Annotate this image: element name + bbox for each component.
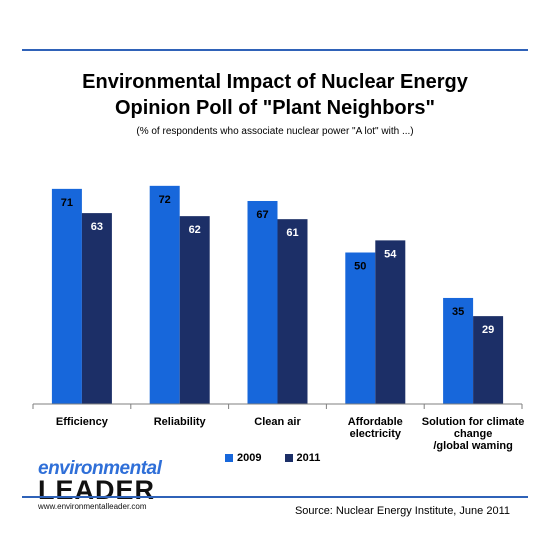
data-label-2009-1: 72 (159, 194, 171, 206)
bar-2009-1 (149, 185, 180, 404)
bar-2009-2 (247, 200, 278, 404)
legend-item-2011: 2011 (284, 452, 321, 464)
bar-2011-1 (179, 216, 210, 404)
category-label-1-0: Reliability (154, 416, 207, 428)
bar-2011-3 (375, 240, 406, 404)
data-label-2009-4: 35 (452, 306, 464, 318)
category-label-3-1: electricity (350, 428, 402, 440)
category-label-4-2: /global waming (433, 440, 512, 452)
legend-swatch-2009 (225, 454, 233, 462)
bar-2009-4 (443, 297, 474, 404)
data-label-2011-4: 29 (482, 324, 494, 336)
data-label-2011-2: 61 (286, 227, 298, 239)
legend-label-2011: 2011 (296, 452, 321, 464)
data-label-2011-0: 63 (91, 221, 103, 233)
logo-word-environmental: environmental (38, 458, 162, 479)
logo-url: www.environmentalleader.com (38, 502, 147, 511)
bar-2011-4 (473, 316, 504, 404)
bottom-rule (22, 496, 528, 498)
category-label-4-1: change (454, 428, 493, 440)
legend-item-2009: 2009 (225, 452, 261, 464)
bar-2009-3 (345, 252, 376, 404)
top-rule (22, 49, 528, 51)
data-label-2011-3: 54 (384, 248, 397, 260)
data-label-2009-2: 67 (256, 209, 268, 221)
chart-title-line1: Environmental Impact of Nuclear Energy (82, 71, 468, 93)
legend-swatch-2011 (284, 454, 293, 462)
bar-2011-0 (81, 213, 112, 404)
data-label-2011-1: 62 (189, 224, 201, 236)
bar-2011-2 (277, 219, 308, 404)
category-label-4-0: Solution for climate (422, 416, 525, 428)
chart-subtitle: (% of respondents who associate nuclear … (136, 126, 414, 137)
data-label-2009-0: 71 (61, 197, 73, 209)
legend: 2009 2011 (225, 452, 340, 465)
legend-label-2009: 2009 (237, 452, 262, 464)
chart-title-line2: Opinion Poll of "Plant Neighbors" (114, 97, 436, 119)
data-label-2009-3: 50 (354, 261, 366, 273)
category-label-3-0: Affordable (348, 416, 403, 428)
source-note: Source: Nuclear Energy Institute, June 2… (294, 505, 510, 517)
category-label-2-0: Clean air (254, 416, 301, 428)
bar-2009-0 (51, 188, 82, 404)
category-label-0-0: Efficiency (56, 416, 109, 428)
environmental-leader-logo: environmental LEADER www.environmentalle… (38, 458, 162, 511)
logo-word-leader: LEADER (38, 475, 156, 505)
